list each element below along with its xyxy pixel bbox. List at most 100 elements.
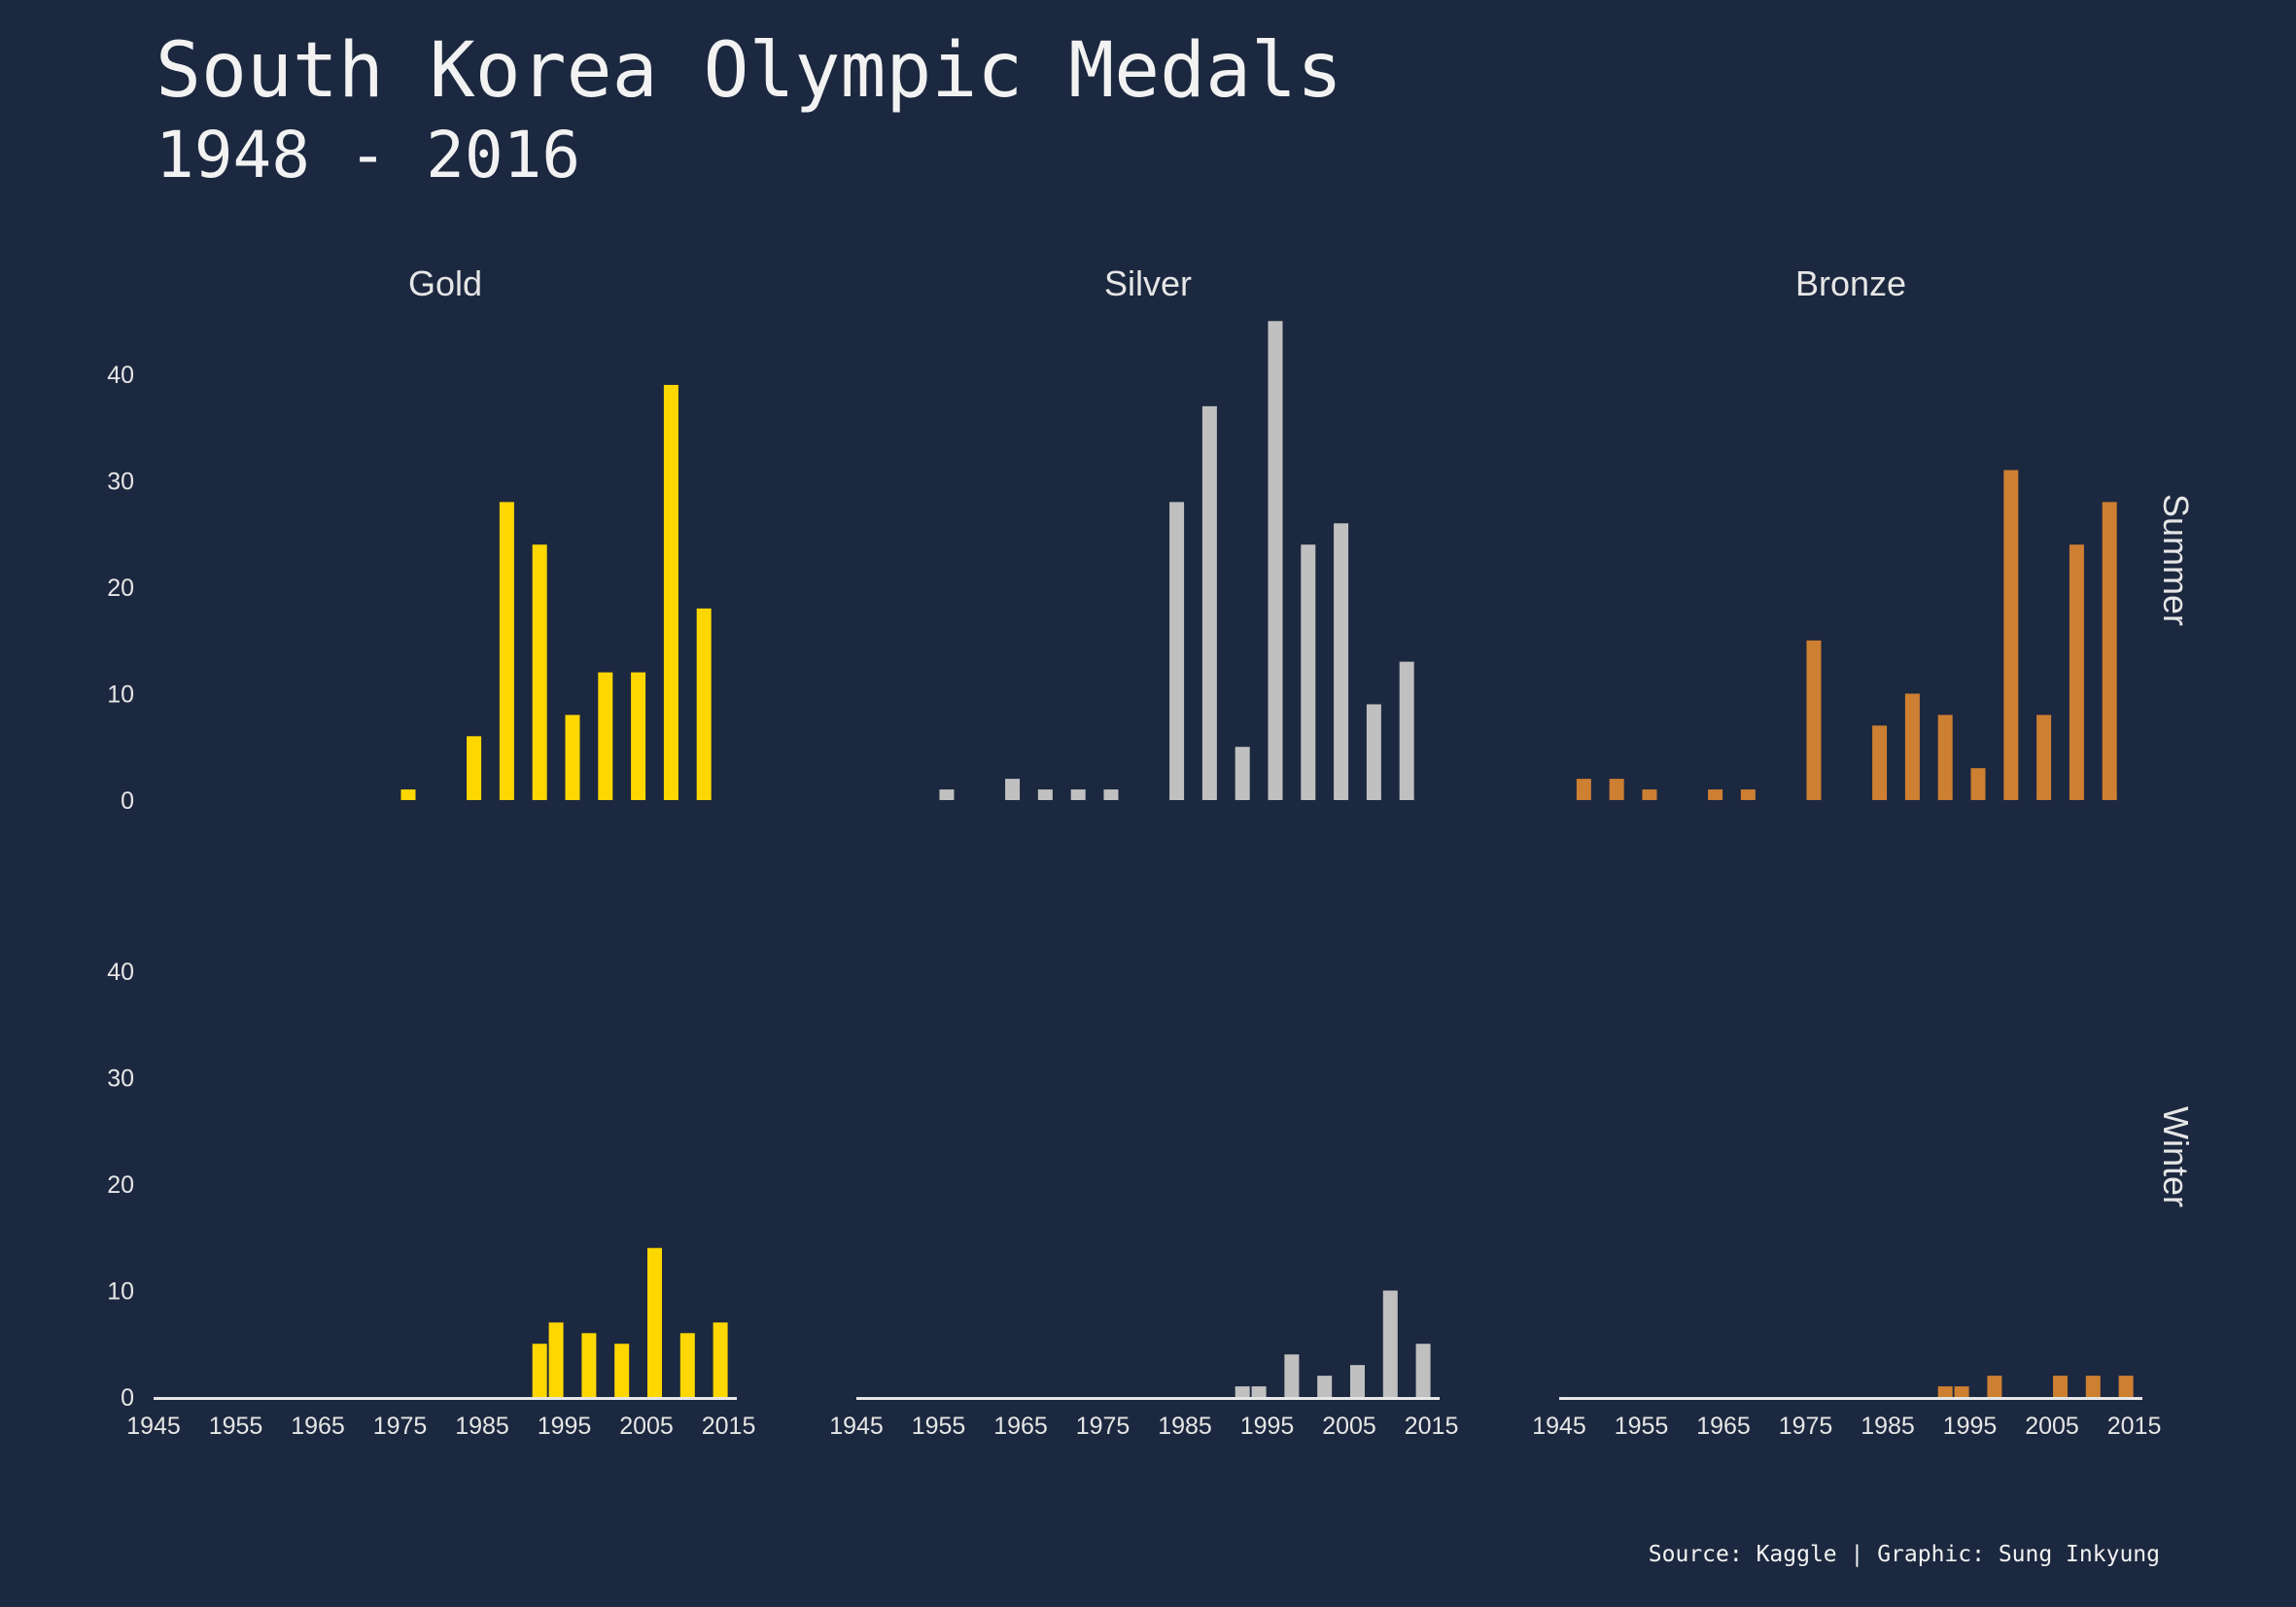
x-tick-label: 1995 (1943, 1413, 1998, 1440)
bar-winter-bronze-2006 (2052, 1376, 2068, 1397)
bar-summer-silver-2004 (1334, 523, 1349, 800)
x-tick-label: 1975 (1779, 1413, 1833, 1440)
y-tick-label: 0 (121, 787, 134, 815)
x-tick-label: 1945 (126, 1413, 181, 1440)
bar-summer-gold-1988 (499, 502, 514, 800)
bar-summer-bronze-2004 (2036, 715, 2052, 800)
bar-winter-silver-2010 (1382, 1290, 1398, 1397)
x-tick-label: 2005 (619, 1413, 674, 1440)
bar-summer-bronze-1984 (1872, 725, 1888, 800)
bar-winter-silver-1998 (1284, 1354, 1300, 1397)
facet-label-winter: Winter (2156, 1106, 2196, 1207)
facet-label-summer: Summer (2156, 494, 2196, 626)
x-tick-label: 1955 (1615, 1413, 1669, 1440)
bar-summer-silver-1984 (1169, 502, 1185, 800)
bar-summer-silver-1976 (1103, 789, 1119, 800)
bar-summer-silver-2000 (1301, 544, 1316, 800)
x-tick-label: 1945 (829, 1413, 884, 1440)
bar-winter-bronze-1992 (1937, 1386, 1953, 1397)
bar-winter-gold-2014 (713, 1322, 728, 1397)
bar-summer-silver-1988 (1201, 405, 1217, 800)
y-tick-label: 0 (121, 1384, 134, 1412)
x-tick-label: 1985 (455, 1413, 509, 1440)
x-tick-label: 2005 (2025, 1413, 2079, 1440)
bar-summer-bronze-1976 (1806, 640, 1822, 800)
facet-panels: Gold Silver Bronze Summer Winter 0 10 20 30 40 0 10… (107, 263, 2196, 1440)
bar-winter-bronze-1994 (1954, 1386, 1969, 1397)
bar-winter-silver-1992 (1235, 1386, 1250, 1397)
chart-subtitle: 1948 - 2016 (156, 118, 580, 192)
bar-summer-bronze-2012 (2102, 502, 2117, 800)
x-tick-label: 1955 (912, 1413, 966, 1440)
bar-summer-gold-2000 (598, 672, 613, 800)
bar-summer-bronze-1992 (1937, 715, 1953, 800)
bar-winter-gold-1994 (548, 1322, 564, 1397)
x-tick-label: 1965 (993, 1413, 1048, 1440)
x-tick-label: 2015 (702, 1413, 756, 1440)
x-tick-label: 2015 (1405, 1413, 1459, 1440)
bar-summer-gold-1992 (532, 544, 547, 800)
bar-summer-gold-1984 (467, 736, 482, 800)
bar-winter-bronze-1998 (1987, 1376, 2002, 1397)
y-tick-label: 20 (107, 575, 134, 602)
bar-summer-gold-1976 (400, 789, 416, 800)
x-tick-label: 1945 (1532, 1413, 1586, 1440)
bar-summer-silver-1972 (1070, 789, 1086, 800)
x-tick-label: 2015 (2107, 1413, 2162, 1440)
x-tick-label: 1965 (1696, 1413, 1751, 1440)
bar-summer-gold-2004 (631, 672, 646, 800)
bar-summer-bronze-1968 (1740, 789, 1756, 800)
x-tick-label: 1955 (209, 1413, 263, 1440)
bar-summer-bronze-1988 (1904, 693, 1920, 800)
bar-summer-silver-1992 (1235, 747, 1250, 800)
bar-summer-bronze-1956 (1642, 789, 1657, 800)
bar-summer-bronze-1996 (1970, 768, 1986, 800)
y-tick-label: 20 (107, 1171, 134, 1199)
y-tick-label: 10 (107, 1278, 134, 1306)
y-tick-label: 10 (107, 681, 134, 709)
bar-summer-silver-1968 (1037, 789, 1053, 800)
bar-winter-bronze-2014 (2118, 1376, 2134, 1397)
bar-summer-silver-1996 (1268, 321, 1283, 800)
bar-winter-gold-1998 (581, 1333, 597, 1397)
bar-summer-silver-1964 (1005, 779, 1021, 800)
facet-label-bronze: Bronze (1795, 263, 1906, 303)
x-tick-label: 1985 (1861, 1413, 1915, 1440)
bar-winter-silver-2002 (1317, 1376, 1333, 1397)
y-tick-label: 40 (107, 362, 134, 389)
x-tick-label: 1995 (538, 1413, 592, 1440)
bar-summer-bronze-2000 (2003, 470, 2019, 800)
bar-winter-gold-2002 (614, 1344, 630, 1397)
chart-title: South Korea Olympic Medals (156, 27, 1342, 115)
bar-winter-gold-1992 (532, 1344, 547, 1397)
bar-summer-silver-1956 (939, 789, 955, 800)
bar-winter-silver-2014 (1415, 1344, 1431, 1397)
facet-label-silver: Silver (1104, 263, 1192, 303)
x-tick-label: 1975 (373, 1413, 428, 1440)
bar-summer-gold-1996 (565, 715, 580, 800)
y-tick-label: 30 (107, 469, 134, 496)
chart-caption: Source: Kaggle | Graphic: Sung Inkyung (1649, 1542, 2160, 1567)
bar-winter-bronze-2010 (2085, 1376, 2101, 1397)
bar-winter-gold-2010 (679, 1333, 695, 1397)
x-tick-label: 1975 (1076, 1413, 1131, 1440)
x-tick-label: 1995 (1240, 1413, 1295, 1440)
x-tick-label: 1985 (1158, 1413, 1212, 1440)
bar-summer-silver-2012 (1399, 661, 1414, 800)
bar-summer-bronze-1948 (1576, 779, 1591, 800)
bar-winter-silver-2006 (1349, 1365, 1365, 1397)
bar-summer-bronze-1952 (1609, 779, 1624, 800)
bar-summer-bronze-1964 (1708, 789, 1723, 800)
bar-summer-bronze-2008 (2069, 544, 2084, 800)
x-tick-label: 1965 (291, 1413, 345, 1440)
facet-label-gold: Gold (408, 263, 482, 303)
y-tick-label: 30 (107, 1066, 134, 1093)
x-tick-label: 2005 (1322, 1413, 1376, 1440)
y-tick-label: 40 (107, 959, 134, 986)
bar-summer-silver-2008 (1366, 704, 1381, 800)
bar-summer-gold-2012 (696, 608, 712, 800)
bar-winter-gold-2006 (646, 1247, 662, 1397)
bar-summer-gold-2008 (663, 384, 678, 800)
bar-winter-silver-1994 (1251, 1386, 1267, 1397)
